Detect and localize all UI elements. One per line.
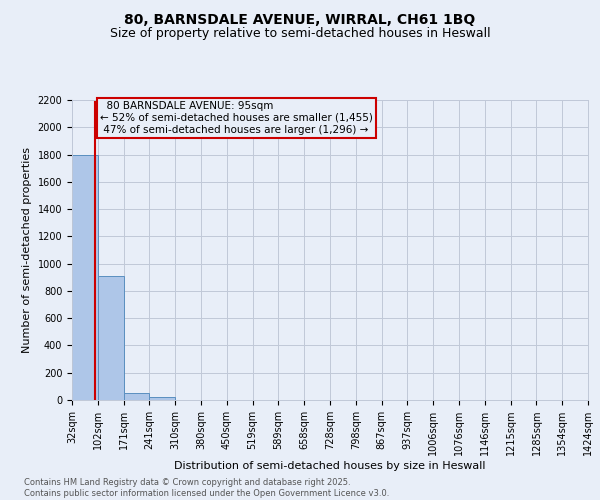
Bar <box>124 393 149 400</box>
Bar <box>72 154 98 400</box>
Text: Size of property relative to semi-detached houses in Heswall: Size of property relative to semi-detach… <box>110 28 490 40</box>
Bar <box>149 398 175 400</box>
Y-axis label: Number of semi-detached properties: Number of semi-detached properties <box>22 147 32 353</box>
Bar <box>98 276 124 400</box>
Text: 80, BARNSDALE AVENUE, WIRRAL, CH61 1BQ: 80, BARNSDALE AVENUE, WIRRAL, CH61 1BQ <box>124 12 476 26</box>
Text: 80 BARNSDALE AVENUE: 95sqm
← 52% of semi-detached houses are smaller (1,455)
 47: 80 BARNSDALE AVENUE: 95sqm ← 52% of semi… <box>100 102 373 134</box>
Text: Contains HM Land Registry data © Crown copyright and database right 2025.
Contai: Contains HM Land Registry data © Crown c… <box>24 478 389 498</box>
X-axis label: Distribution of semi-detached houses by size in Heswall: Distribution of semi-detached houses by … <box>174 461 486 471</box>
